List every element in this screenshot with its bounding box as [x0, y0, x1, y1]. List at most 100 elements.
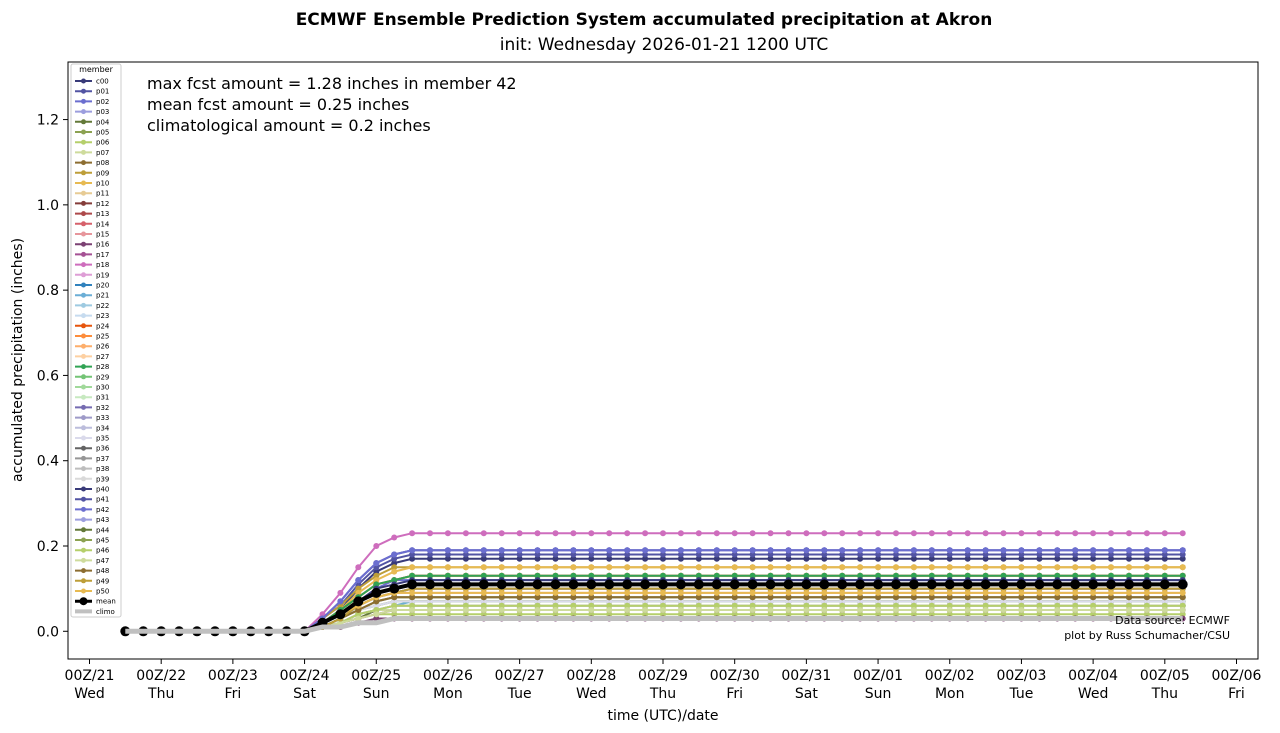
point-p06-48 [982, 611, 989, 618]
point-p28-25 [570, 572, 577, 579]
legend-marker-p45 [81, 537, 86, 543]
x-tick-label-14: 00Z/04 [1068, 668, 1118, 684]
point-mean-23 [532, 579, 543, 590]
point-p50-46 [946, 589, 953, 596]
point-p50-36 [767, 589, 774, 596]
point-p46-39 [821, 602, 828, 609]
point-p42-17 [427, 547, 433, 554]
point-p06-26 [588, 611, 595, 618]
point-p10-21 [498, 564, 505, 571]
legend-label-p48: p48 [96, 567, 109, 575]
point-c00-32 [695, 555, 702, 562]
point-p28-35 [749, 572, 756, 579]
legend-label-p33: p33 [96, 414, 109, 422]
legend-label-p37: p37 [96, 455, 109, 463]
point-p50-56 [1126, 589, 1132, 596]
point-p28-19 [462, 572, 469, 579]
point-p18-33 [713, 530, 720, 537]
point-p28-39 [821, 572, 828, 579]
point-mean-50 [1016, 579, 1027, 590]
x-tick-label-8: 00Z/29 [638, 668, 688, 684]
point-p42-32 [695, 547, 702, 554]
point-p42-50 [1018, 547, 1025, 554]
point-p35-53 [1072, 598, 1079, 605]
legend-marker-p25 [81, 333, 86, 339]
point-p06-45 [928, 611, 935, 618]
x-tick-label-0: 00Z/21 [65, 668, 115, 684]
point-p46-56 [1126, 602, 1132, 609]
point-p48-57 [1143, 594, 1150, 601]
legend-marker-p36 [81, 445, 86, 451]
point-p47-36 [767, 607, 774, 613]
point-c00-23 [534, 555, 541, 562]
point-p06-30 [660, 611, 666, 618]
legend-label-p04: p04 [96, 118, 110, 126]
point-p48-36 [767, 594, 774, 601]
point-p46-57 [1143, 602, 1150, 609]
point-p06-49 [1000, 611, 1007, 618]
x-tick-label-5: 00Z/26 [423, 668, 473, 684]
x-tick-day-1: Thu [147, 686, 174, 702]
legend-label-p02: p02 [96, 98, 109, 106]
point-mean-42 [873, 579, 884, 590]
point-p50-51 [1036, 589, 1043, 596]
legend-label-p13: p13 [96, 210, 109, 218]
point-p10-37 [785, 564, 792, 571]
point-p47-27 [606, 607, 613, 613]
point-c00-56 [1126, 555, 1132, 562]
point-mean-34 [729, 579, 740, 590]
point-p01-47 [964, 551, 971, 558]
legend-marker-p50 [81, 588, 86, 594]
point-p48-59 [1179, 594, 1186, 601]
point-p46-33 [713, 602, 720, 609]
legend-marker-p46 [81, 547, 86, 553]
point-p47-45 [928, 607, 935, 613]
legend-label-p28: p28 [96, 363, 109, 371]
point-p48-47 [964, 594, 971, 601]
point-p46-46 [946, 602, 953, 609]
point-p10-42 [875, 564, 882, 571]
legend-label-p15: p15 [96, 231, 109, 239]
point-p28-36 [767, 572, 774, 579]
point-p42-53 [1072, 547, 1079, 554]
legend-label-p21: p21 [96, 292, 109, 300]
point-p18-50 [1018, 530, 1025, 537]
point-p35-14 [373, 602, 380, 609]
point-p01-42 [875, 551, 882, 558]
point-p01-29 [642, 551, 649, 558]
x-tick-day-16: Fri [1228, 686, 1245, 702]
point-p28-43 [893, 572, 899, 579]
point-p42-26 [588, 547, 595, 554]
point-p47-26 [588, 607, 595, 613]
point-p42-12 [337, 598, 344, 605]
point-p46-30 [660, 602, 666, 609]
point-p18-13 [355, 564, 362, 571]
point-p28-46 [946, 572, 953, 579]
series-p42 [122, 547, 1186, 635]
point-p35-57 [1143, 598, 1150, 605]
point-p06-38 [803, 611, 810, 618]
point-p48-35 [749, 594, 756, 601]
point-p42-14 [373, 560, 380, 567]
point-p50-41 [857, 589, 864, 596]
point-mean-38 [801, 579, 812, 590]
point-p28-17 [427, 572, 433, 579]
point-p47-37 [785, 607, 792, 613]
point-p35-37 [785, 598, 792, 605]
y-tick-label-4: 0.8 [37, 283, 59, 299]
point-p06-28 [624, 611, 631, 618]
point-p28-37 [785, 572, 792, 579]
legend-label-p30: p30 [96, 384, 109, 392]
annotation-mean: mean fcst amount = 0.25 inches [147, 95, 409, 114]
point-p18-45 [928, 530, 935, 537]
point-p35-20 [480, 598, 487, 605]
legend-marker-p48 [81, 568, 86, 574]
point-p50-55 [1108, 589, 1114, 596]
legend-marker-p07 [81, 149, 86, 155]
point-c00-24 [552, 555, 559, 562]
point-p28-23 [534, 572, 541, 579]
point-p42-28 [624, 547, 631, 554]
legend-label-p27: p27 [96, 353, 109, 361]
point-p42-22 [516, 547, 523, 554]
point-p01-19 [462, 551, 469, 558]
